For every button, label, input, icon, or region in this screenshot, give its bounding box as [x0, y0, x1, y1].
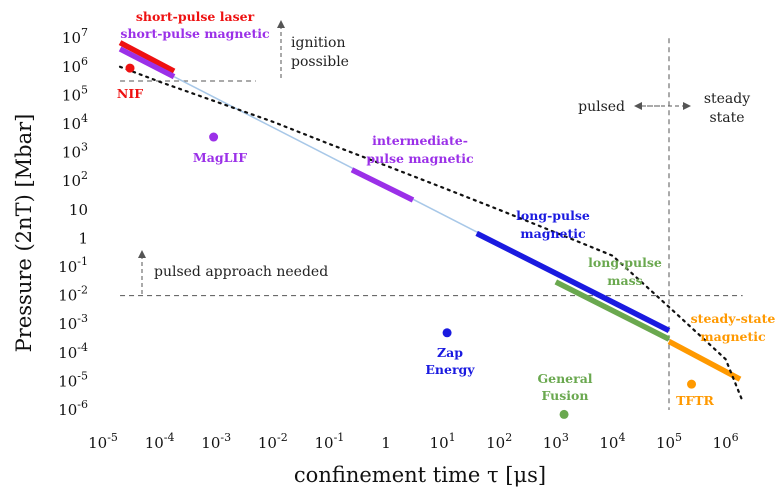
label-long-mass-1: long-pulse	[588, 255, 662, 270]
point-tftr	[687, 379, 697, 389]
y-tick-label: 10-1	[58, 255, 88, 276]
label-intermediate-1: intermediate-	[372, 133, 468, 148]
point-maglif	[209, 132, 219, 142]
x-tick-label: 101	[430, 431, 456, 452]
regime-segments	[118, 40, 742, 382]
label-state: state	[709, 110, 744, 126]
x-tick-label: 104	[599, 431, 625, 452]
label-nif: NIF	[117, 86, 143, 101]
segment-short-pulse-laser	[118, 40, 176, 74]
y-tick-label: 10-6	[58, 398, 88, 419]
segment-long-pulse-mass	[554, 279, 671, 342]
label-short-pulse-magnetic: short-pulse magnetic	[120, 26, 270, 41]
y-axis-title: Pressure (2nT) [Mbar]	[12, 114, 36, 353]
x-tick-labels: 10-5 10-4 10-3 10-2 10-1 1 101 102 103 104 105 106	[88, 431, 739, 452]
label-steady: steady	[704, 91, 750, 107]
label-steady-magnetic-1: steady-state	[691, 311, 776, 326]
x-tick-label: 102	[486, 431, 512, 452]
x-tick-label: 105	[656, 431, 682, 452]
label-zap-1: Zap	[437, 345, 463, 360]
label-gf-1: General	[537, 371, 592, 386]
label-ignition: ignition	[291, 35, 345, 51]
y-tick-label: 10-2	[58, 284, 88, 305]
y-tick-label: 10-4	[58, 341, 88, 362]
point-zap-energy	[442, 328, 452, 338]
y-tick-label: 10	[69, 201, 88, 219]
x-tick-label: 10-3	[201, 431, 231, 452]
label-pulsed: pulsed	[578, 99, 625, 115]
x-tick-label: 103	[543, 431, 569, 452]
x-axis-title: confinement time τ [μs]	[294, 463, 546, 487]
label-tftr: TFTR	[676, 393, 714, 408]
label-gf-2: Fusion	[542, 388, 589, 403]
x-tick-label: 10-2	[258, 431, 288, 452]
label-short-pulse-laser: short-pulse laser	[136, 9, 255, 24]
y-tick-label: 107	[62, 26, 88, 47]
label-maglif: MagLIF	[193, 150, 247, 165]
y-tick-label: 10-5	[58, 369, 88, 390]
x-tick-label: 10-4	[145, 431, 175, 452]
segment-long-pulse-magnetic	[475, 230, 671, 333]
y-tick-label: 104	[62, 112, 88, 133]
label-long-magnetic-2: magnetic	[520, 226, 586, 241]
x-tick-label: 10-1	[314, 431, 344, 452]
ignition-curve	[118, 65, 744, 403]
x-tick-label: 10-5	[88, 431, 118, 452]
segment-short-pulse-magnetic	[118, 46, 176, 80]
label-zap-2: Energy	[425, 362, 475, 377]
label-long-mass-2: mass	[607, 273, 642, 288]
y-tick-label: 1	[78, 229, 88, 247]
point-nif	[125, 63, 135, 73]
label-intermediate-2: pulse magnetic	[366, 151, 474, 166]
y-tick-label: 102	[62, 169, 88, 190]
label-possible: possible	[291, 54, 349, 70]
x-tick-label: 106	[713, 431, 739, 452]
label-steady-magnetic-2: magnetic	[700, 329, 766, 344]
point-general-fusion	[559, 409, 569, 419]
experiment-points	[125, 63, 697, 419]
y-tick-label: 10-3	[58, 312, 88, 333]
y-tick-label: 105	[62, 83, 88, 104]
y-tick-label: 106	[62, 55, 88, 76]
label-pulsed-approach-needed: pulsed approach needed	[154, 264, 328, 280]
segment-steady-state-magnetic	[667, 338, 742, 382]
y-tick-labels: 10710610510410310210110-110-210-310-410-…	[58, 26, 88, 419]
label-long-magnetic-1: long-pulse	[516, 208, 590, 223]
segment-intermediate-pulse-magnetic	[350, 167, 415, 203]
y-tick-label: 103	[62, 141, 88, 162]
x-tick-label: 1	[381, 434, 391, 452]
